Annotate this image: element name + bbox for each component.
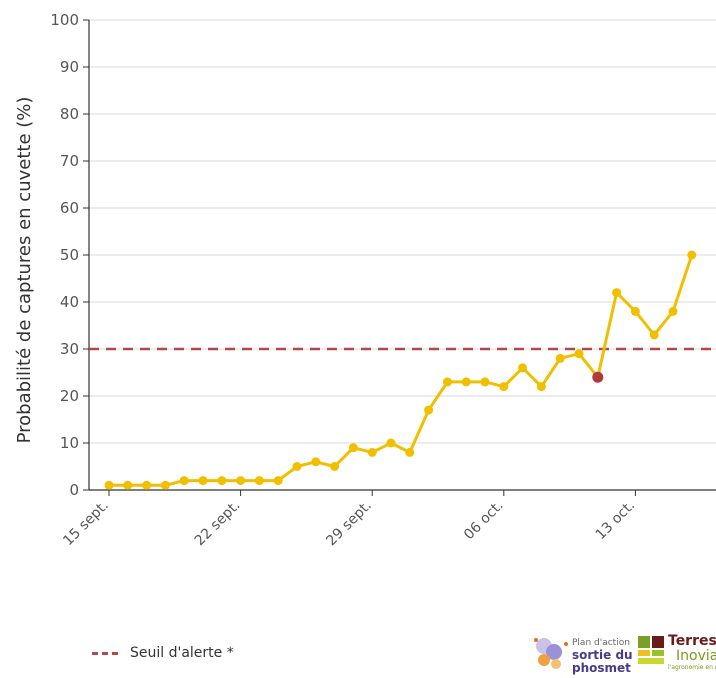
data-point — [480, 377, 490, 387]
data-point — [273, 476, 283, 486]
data-point — [367, 447, 377, 457]
data-point — [574, 349, 584, 359]
data-point — [649, 330, 659, 340]
data-point — [499, 382, 509, 392]
data-point — [687, 250, 697, 260]
phosmet-logo-icon — [534, 638, 568, 669]
threshold-legend-swatch — [92, 651, 118, 655]
data-point — [442, 377, 452, 387]
data-point — [461, 377, 471, 387]
data-point — [348, 443, 358, 453]
data-point — [179, 476, 189, 486]
y-tick-label: 0 — [69, 481, 79, 499]
data-point — [104, 480, 114, 490]
terres-inovia-logo-text: Terres Inovia l'agronomie en mouvement — [668, 634, 716, 671]
inovia-text: Inovia — [676, 648, 716, 664]
legend: Seuil d'alerte * — [92, 645, 234, 661]
data-point — [217, 476, 227, 486]
x-tick-label: 06 oct. — [461, 498, 507, 544]
phosmet-logo-line1: sortie du — [572, 648, 633, 662]
data-point — [236, 476, 246, 486]
chart-grid — [89, 19, 716, 444]
data-point — [254, 476, 264, 486]
data-point — [668, 306, 678, 316]
data-point — [142, 480, 152, 490]
data-point — [518, 363, 528, 373]
phosmet-logo-text: Plan d'action sortie du phosmet — [572, 638, 633, 675]
inovia-tagline: l'agronomie en mouvement — [668, 664, 716, 671]
data-point — [424, 405, 434, 415]
highlight-point — [592, 371, 604, 383]
data-point — [612, 288, 622, 298]
threshold-legend-label: Seuil d'alerte * — [130, 645, 234, 661]
data-point — [330, 462, 340, 471]
terres-text: Terres — [668, 634, 716, 649]
data-point — [555, 353, 565, 363]
x-tick-label: 13 oct. — [593, 498, 639, 544]
chart-labels: 0 10 20 30 40 50 60 70 80 90 100 15 sept. 22 sept. 29… — [50, 11, 638, 549]
x-tick-label: 22 sept. — [192, 498, 244, 550]
y-axis-title: Probabilité de captures en cuvette (%) — [14, 97, 35, 444]
y-tick-label: 20 — [60, 387, 79, 405]
data-point — [292, 462, 302, 471]
y-tick-label: 90 — [60, 58, 79, 76]
partner-logos: Plan d'action sortie du phosmet Terres I… — [530, 632, 716, 678]
terres-inovia-logo-icon — [638, 636, 664, 664]
y-tick-label: 70 — [60, 152, 79, 170]
data-point — [630, 306, 640, 316]
chart-axes — [83, 19, 716, 496]
data-point — [198, 476, 208, 486]
data-point — [386, 438, 396, 448]
phosmet-logo-line2: phosmet — [572, 661, 631, 675]
phosmet-logo-small: Plan d'action — [572, 638, 630, 648]
y-tick-label: 40 — [60, 293, 79, 311]
data-point — [405, 447, 415, 457]
y-tick-label: 50 — [60, 246, 79, 264]
x-tick-label: 29 sept. — [323, 498, 375, 550]
chart: 0 10 20 30 40 50 60 70 80 90 100 15 sept. 22 sept. 29… — [14, 11, 716, 549]
data-point — [311, 457, 321, 467]
y-tick-label: 100 — [50, 11, 79, 29]
data-point — [536, 382, 546, 392]
chart-series — [104, 250, 697, 490]
y-tick-label: 80 — [60, 105, 79, 123]
x-tick-label: 15 sept. — [60, 498, 112, 550]
data-point — [123, 480, 133, 490]
y-tick-label: 60 — [60, 199, 79, 217]
y-tick-label: 10 — [60, 434, 79, 452]
series-line — [109, 254, 694, 487]
data-point — [160, 480, 170, 490]
y-tick-label: 30 — [60, 340, 79, 358]
